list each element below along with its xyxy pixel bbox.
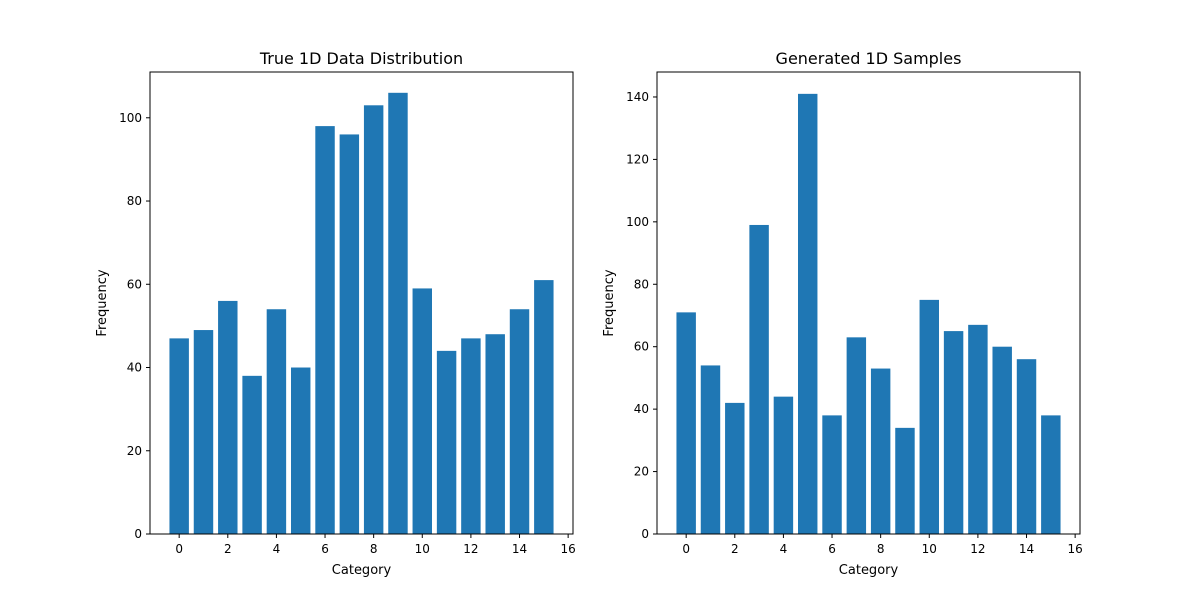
y-tick-label: 120 [626, 152, 649, 166]
x-tick-label: 14 [512, 542, 527, 556]
y-axis-ticks: 0 20 40 60 80 100 120 140 [626, 90, 657, 541]
plot-frame [657, 72, 1080, 534]
x-tick-label: 8 [877, 542, 885, 556]
bar-2 [218, 301, 237, 534]
bar-13 [992, 347, 1011, 534]
x-tick-label: 0 [682, 542, 690, 556]
y-tick-label: 100 [119, 111, 142, 125]
bar-1 [701, 365, 720, 534]
bar-12 [461, 338, 480, 534]
bar-10 [920, 300, 939, 534]
x-tick-label: 8 [370, 542, 378, 556]
bar-4 [267, 309, 286, 534]
bar-4 [774, 397, 793, 534]
plot-frame [150, 72, 573, 534]
bar-15 [1041, 415, 1060, 534]
x-axis-label: Category [839, 563, 899, 578]
x-tick-label: 2 [224, 542, 232, 556]
y-tick-label: 40 [634, 402, 649, 416]
bar-7 [340, 134, 359, 534]
x-tick-label: 4 [273, 542, 281, 556]
bar-5 [798, 94, 817, 534]
y-tick-label: 40 [127, 361, 142, 375]
y-axis-label: Frequency [602, 269, 617, 336]
bar-15 [534, 280, 553, 534]
y-tick-label: 60 [634, 340, 649, 354]
y-tick-label: 20 [127, 444, 142, 458]
bar-13 [485, 334, 504, 534]
x-axis-ticks: 0 2 4 6 8 10 12 14 16 [682, 534, 1082, 556]
y-tick-label: 0 [134, 527, 142, 541]
bar-11 [437, 351, 456, 534]
x-axis-label: Category [332, 563, 392, 578]
bar-7 [847, 337, 866, 534]
y-tick-label: 0 [641, 527, 649, 541]
y-axis-ticks: 0 20 40 60 80 100 [119, 111, 150, 541]
y-axis-label: Frequency [95, 269, 110, 336]
chart-generated-samples: Generated 1D Samples 0 2 4 6 8 10 12 14 16 0 20 40… [602, 49, 1083, 578]
bar-series [676, 94, 1060, 534]
bar-14 [1017, 359, 1036, 534]
x-tick-label: 12 [463, 542, 478, 556]
y-tick-label: 80 [634, 277, 649, 291]
bar-10 [413, 288, 432, 534]
bar-0 [676, 312, 695, 534]
bar-3 [242, 376, 261, 534]
bar-5 [291, 368, 310, 534]
bar-1 [194, 330, 213, 534]
x-tick-label: 10 [922, 542, 937, 556]
bar-0 [169, 338, 188, 534]
bar-6 [315, 126, 334, 534]
x-tick-label: 14 [1019, 542, 1034, 556]
bar-14 [510, 309, 529, 534]
bar-12 [968, 325, 987, 534]
y-tick-label: 80 [127, 194, 142, 208]
x-tick-label: 0 [175, 542, 183, 556]
chart-true-distribution: True 1D Data Distribution 0 2 4 6 8 10 12 14 16 … [95, 49, 576, 578]
x-tick-label: 16 [560, 542, 575, 556]
bar-3 [749, 225, 768, 534]
chart-title: Generated 1D Samples [776, 49, 962, 68]
x-tick-label: 6 [321, 542, 329, 556]
x-tick-label: 12 [970, 542, 985, 556]
x-tick-label: 10 [415, 542, 430, 556]
bar-9 [895, 428, 914, 534]
bar-series [169, 93, 553, 534]
x-axis-ticks: 0 2 4 6 8 10 12 14 16 [175, 534, 575, 556]
y-tick-label: 140 [626, 90, 649, 104]
x-tick-label: 6 [828, 542, 836, 556]
bar-11 [944, 331, 963, 534]
y-tick-label: 60 [127, 277, 142, 291]
bar-2 [725, 403, 744, 534]
x-tick-label: 4 [780, 542, 788, 556]
bar-8 [871, 369, 890, 534]
chart-title: True 1D Data Distribution [259, 49, 463, 68]
y-tick-label: 100 [626, 215, 649, 229]
bar-8 [364, 105, 383, 534]
x-tick-label: 2 [731, 542, 739, 556]
bar-6 [822, 415, 841, 534]
y-tick-label: 20 [634, 465, 649, 479]
x-tick-label: 16 [1067, 542, 1082, 556]
bar-9 [388, 93, 407, 534]
